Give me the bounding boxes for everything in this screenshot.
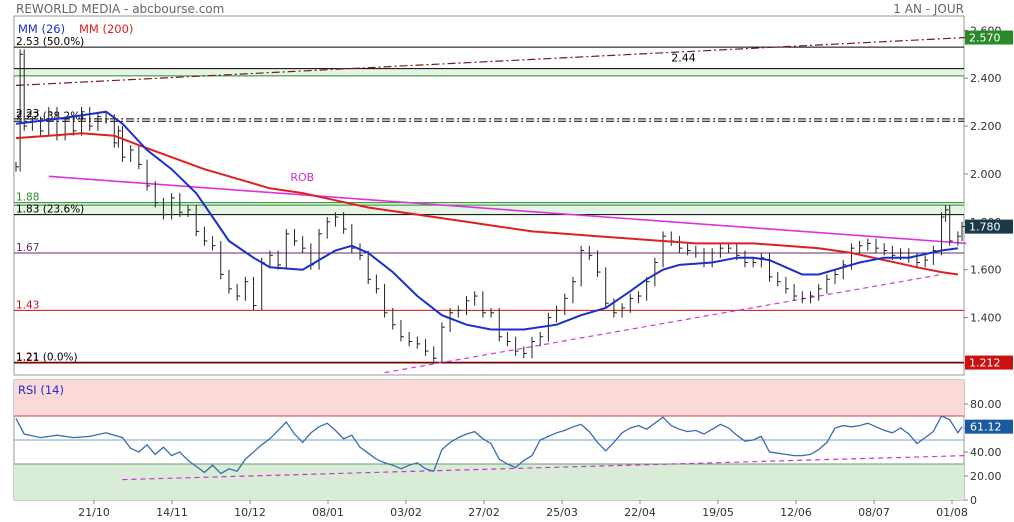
legend-entry: MM (200) (79, 22, 133, 36)
level-label: 2.22 (38.2%) (16, 110, 84, 122)
trendline (384, 273, 942, 374)
mm200-line (15, 132, 959, 276)
level-label: 2.53 (50.0%) (16, 36, 84, 48)
x-tick-label: 08/01 (312, 506, 344, 519)
y-tick-label: 1.400 (970, 312, 1002, 325)
x-tick-label: 14/11 (156, 506, 188, 519)
period-label: 1 AN - JOUR (893, 2, 964, 16)
level-label: 1.21 (16, 352, 39, 364)
legend-entry: MM (26) (18, 22, 65, 36)
x-tick-label: 21/10 (78, 506, 110, 519)
x-tick-label: 10/12 (234, 506, 266, 519)
price-tag (965, 355, 1013, 370)
rsi-line (15, 415, 963, 475)
x-tick-label: 01/08 (936, 506, 968, 519)
x-tick-label: 19/05 (702, 506, 734, 519)
level-label: 2.23 (16, 108, 39, 120)
y-tick-label: 2.000 (970, 168, 1002, 181)
rsi-trendline (122, 455, 967, 481)
price-tag (965, 30, 1013, 45)
resistance-zone-upper (14, 68, 964, 76)
x-tick-label: 08/07 (858, 506, 890, 519)
x-tick-label: 12/06 (780, 506, 812, 519)
level-label: 1.21 (0.0%) (16, 352, 78, 364)
y-tick-label: 2.400 (970, 72, 1002, 85)
level-label: 1.67 (16, 242, 39, 254)
x-tick-label: 27/02 (468, 506, 500, 519)
rsi-value-label: 61.12 (970, 421, 1002, 434)
rsi-y-tick-label: 40.00 (970, 446, 1002, 459)
x-tick-label: 25/03 (546, 506, 578, 519)
y-tick-label: 1.600 (970, 264, 1002, 277)
level-label: 1.88 (16, 192, 39, 204)
rsi-y-tick-label: 0 (970, 494, 977, 507)
chart-annotation: 2.44 (671, 51, 696, 64)
level-label: 1.43 (16, 299, 39, 311)
price-tag-label: 1.780 (969, 221, 1001, 234)
price-tag-label: 2.570 (969, 32, 1001, 45)
rsi-oversold-zone (14, 464, 964, 500)
rsi-overbought-zone (14, 380, 964, 416)
x-tick-label: 22/04 (624, 506, 656, 519)
trendline (48, 175, 967, 245)
price-tag-label: 1.212 (969, 357, 1001, 370)
rsi-title: RSI (14) (18, 383, 64, 397)
rsi-y-tick-label: 20.00 (970, 470, 1002, 483)
rsi-value-tag (965, 419, 1013, 434)
x-tick-label: 03/02 (390, 506, 422, 519)
price-tag (965, 219, 1013, 234)
level-label: 1.83 (23.6%) (16, 204, 84, 216)
y-tick-label: 2.200 (970, 120, 1002, 133)
chart-annotation: ROB (290, 171, 314, 184)
trendline (15, 36, 967, 87)
chart-title: REWORLD MEDIA - abcbourse.com (16, 2, 225, 16)
rsi-y-tick-label: 80.00 (970, 398, 1002, 411)
mm26-line (15, 110, 959, 331)
